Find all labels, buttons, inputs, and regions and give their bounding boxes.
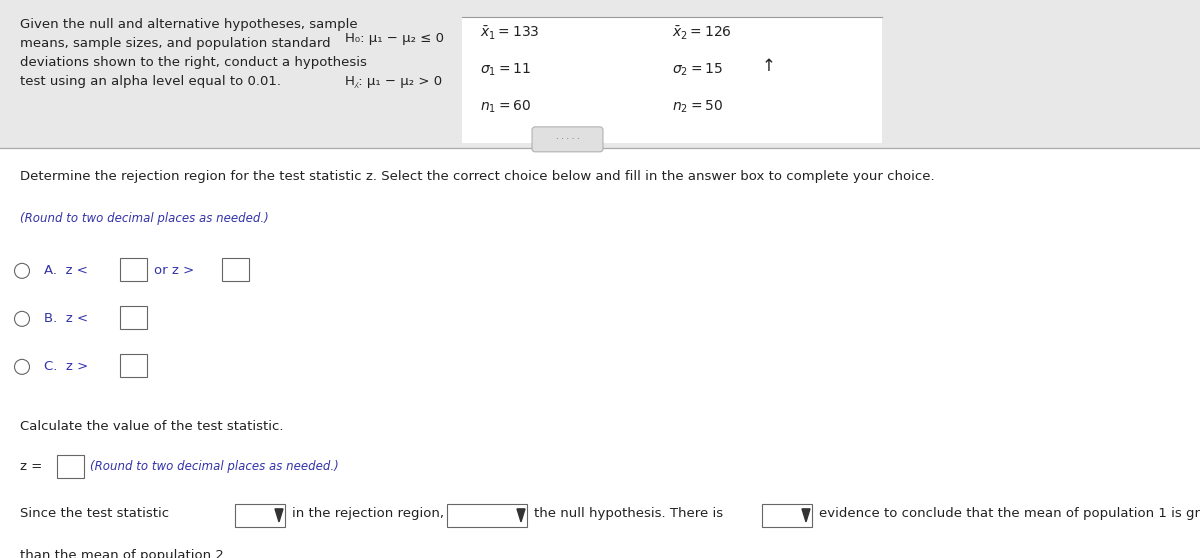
Text: in the rejection region,: in the rejection region,	[292, 507, 444, 521]
Text: B.  z <: B. z <	[44, 312, 88, 325]
Text: $\sigma_2=15$: $\sigma_2=15$	[672, 62, 722, 79]
Text: Given the null and alternative hypotheses, sample
means, sample sizes, and popul: Given the null and alternative hypothese…	[20, 18, 367, 88]
Polygon shape	[802, 509, 810, 522]
FancyBboxPatch shape	[0, 148, 1200, 558]
Text: Since the test statistic: Since the test statistic	[20, 507, 169, 521]
Text: $\bar{x}_2=126$: $\bar{x}_2=126$	[672, 25, 732, 42]
Polygon shape	[275, 509, 283, 522]
Text: $n_1=60$: $n_1=60$	[480, 99, 532, 116]
FancyBboxPatch shape	[462, 17, 882, 143]
Text: (Round to two decimal places as needed.): (Round to two decimal places as needed.)	[90, 460, 338, 473]
FancyBboxPatch shape	[120, 306, 148, 329]
Text: z =: z =	[20, 460, 42, 473]
Text: A.  z <: A. z <	[44, 264, 88, 277]
FancyBboxPatch shape	[762, 504, 812, 527]
Text: C.  z >: C. z >	[44, 360, 89, 373]
Text: evidence to conclude that the mean of population 1 is greater: evidence to conclude that the mean of po…	[818, 507, 1200, 521]
Text: H⁁: μ₁ − μ₂ > 0: H⁁: μ₁ − μ₂ > 0	[346, 75, 442, 88]
FancyBboxPatch shape	[120, 258, 148, 281]
Text: H₀: μ₁ − μ₂ ≤ 0: H₀: μ₁ − μ₂ ≤ 0	[346, 32, 444, 45]
Text: than the mean of population 2.: than the mean of population 2.	[20, 550, 228, 558]
Circle shape	[14, 359, 30, 374]
FancyBboxPatch shape	[120, 354, 148, 377]
Circle shape	[14, 263, 30, 278]
Text: $n_2=50$: $n_2=50$	[672, 99, 724, 116]
FancyBboxPatch shape	[532, 127, 602, 152]
Text: ↑: ↑	[762, 57, 776, 75]
FancyBboxPatch shape	[222, 258, 250, 281]
FancyBboxPatch shape	[446, 504, 527, 527]
Text: or z >: or z >	[154, 264, 194, 277]
Text: · · · · ·: · · · · ·	[556, 135, 580, 144]
Polygon shape	[517, 509, 526, 522]
Text: (Round to two decimal places as needed.): (Round to two decimal places as needed.)	[20, 212, 269, 225]
Circle shape	[14, 311, 30, 326]
Text: Determine the rejection region for the test statistic z. Select the correct choi: Determine the rejection region for the t…	[20, 170, 935, 183]
Text: $\bar{x}_1=133$: $\bar{x}_1=133$	[480, 25, 540, 42]
FancyBboxPatch shape	[235, 504, 286, 527]
Text: $\sigma_1=11$: $\sigma_1=11$	[480, 62, 530, 79]
Text: Calculate the value of the test statistic.: Calculate the value of the test statisti…	[20, 420, 283, 433]
Text: the null hypothesis. There is: the null hypothesis. There is	[534, 507, 724, 521]
FancyBboxPatch shape	[58, 455, 84, 478]
